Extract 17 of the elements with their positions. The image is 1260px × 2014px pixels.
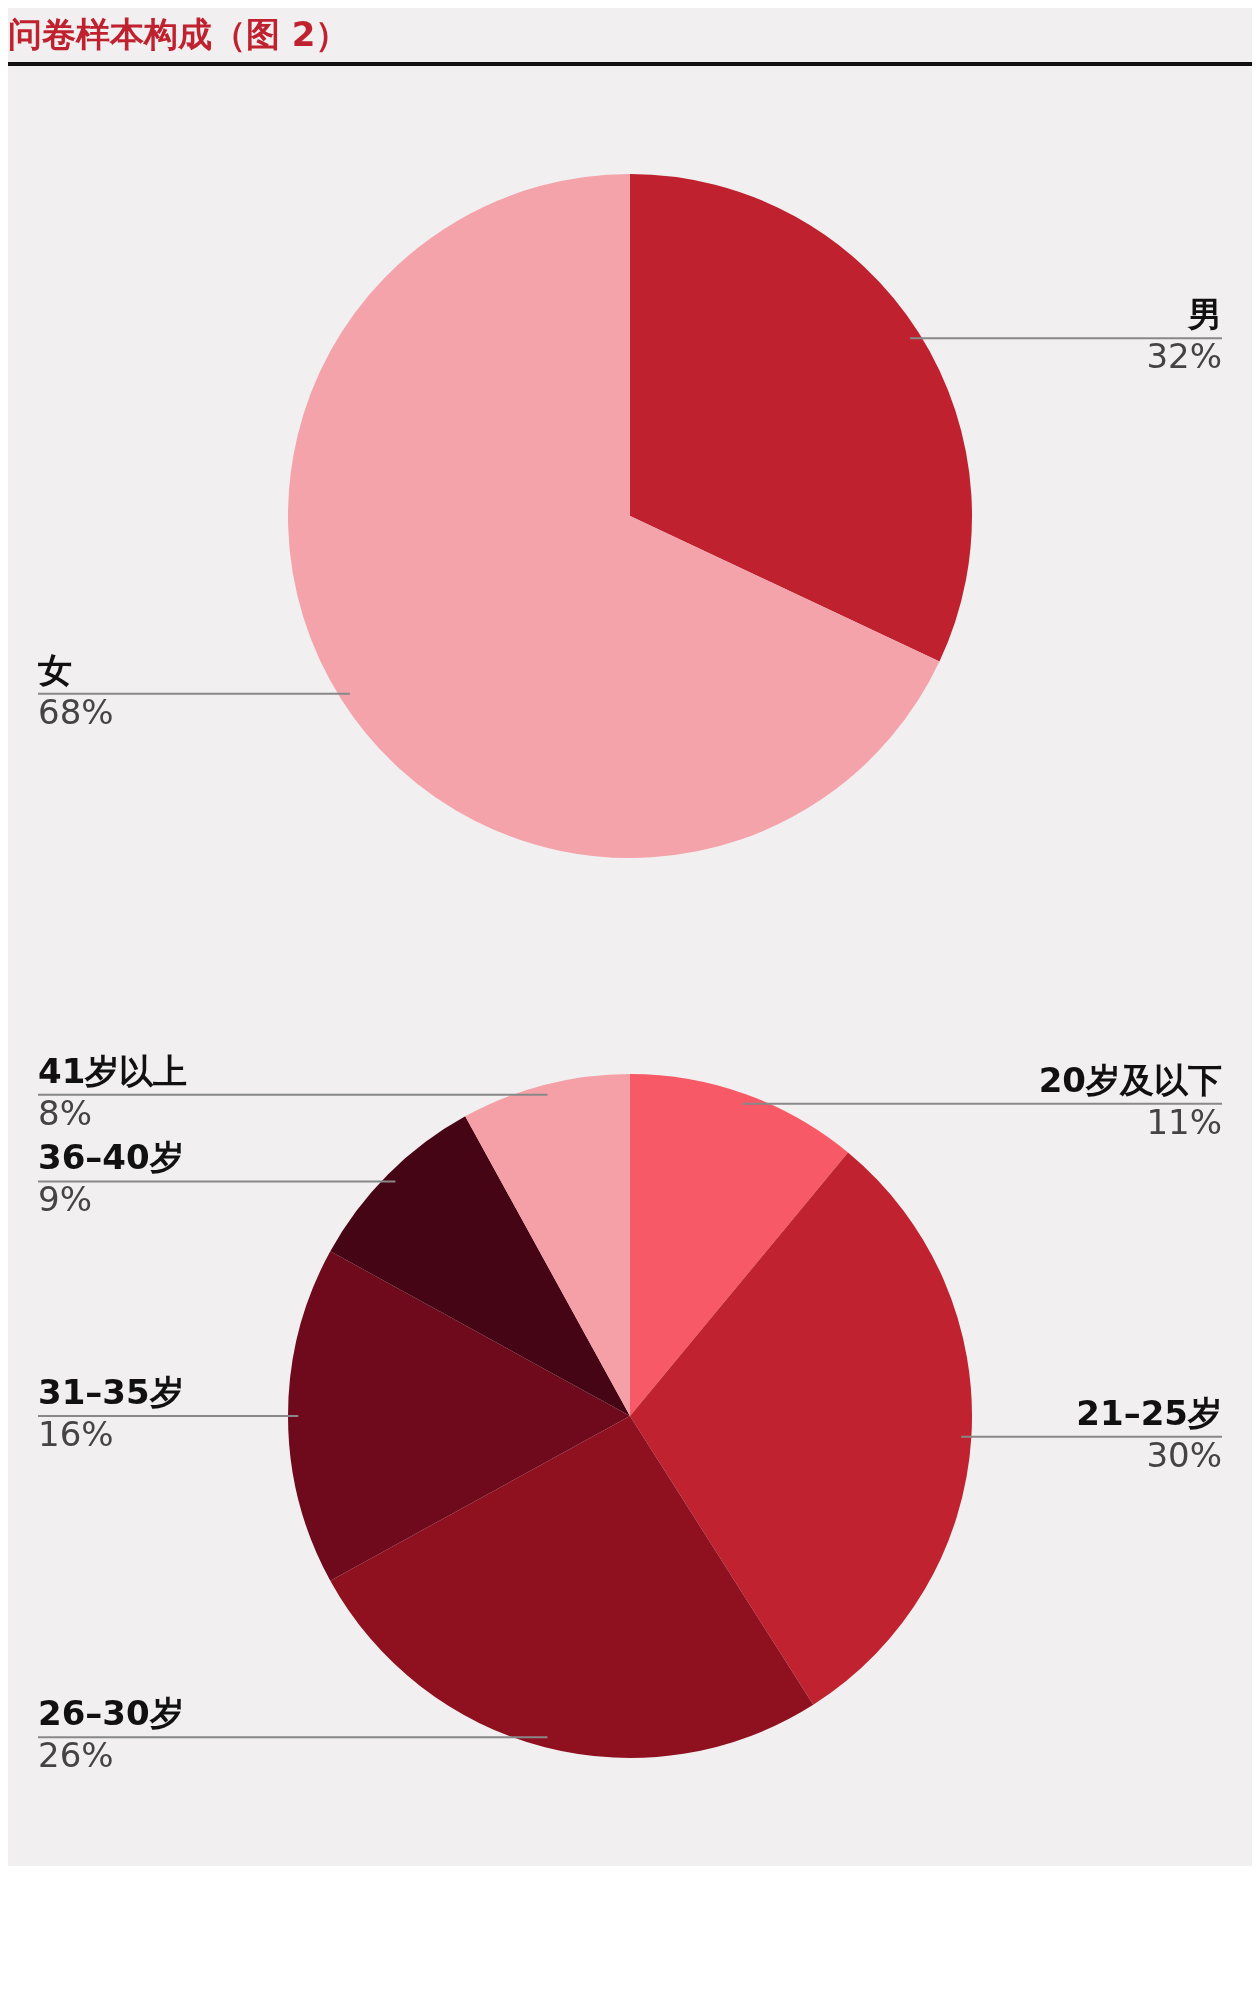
slice-label: 31–35岁 xyxy=(38,1371,184,1412)
data-label: 68% xyxy=(38,691,114,732)
slice-label: 26–30岁 xyxy=(38,1693,184,1734)
data-label: 9% xyxy=(38,1179,92,1220)
slice-label: 女 xyxy=(37,649,72,690)
data-label: 32% xyxy=(1146,336,1222,377)
data-label: 8% xyxy=(38,1092,92,1133)
data-label: 26% xyxy=(38,1735,114,1776)
slice-label: 41岁以上 xyxy=(38,1050,188,1091)
data-label: 30% xyxy=(1146,1434,1222,1475)
slice-label: 21–25岁 xyxy=(1076,1392,1222,1433)
chart-title: 问卷样本构成（图 2） xyxy=(8,8,1252,66)
slice-label: 20岁及以下 xyxy=(1038,1059,1222,1100)
data-label: 11% xyxy=(1146,1101,1222,1142)
slice-label: 男 xyxy=(1187,294,1222,335)
slice-label: 36–40岁 xyxy=(38,1137,184,1178)
data-label: 16% xyxy=(38,1413,114,1454)
